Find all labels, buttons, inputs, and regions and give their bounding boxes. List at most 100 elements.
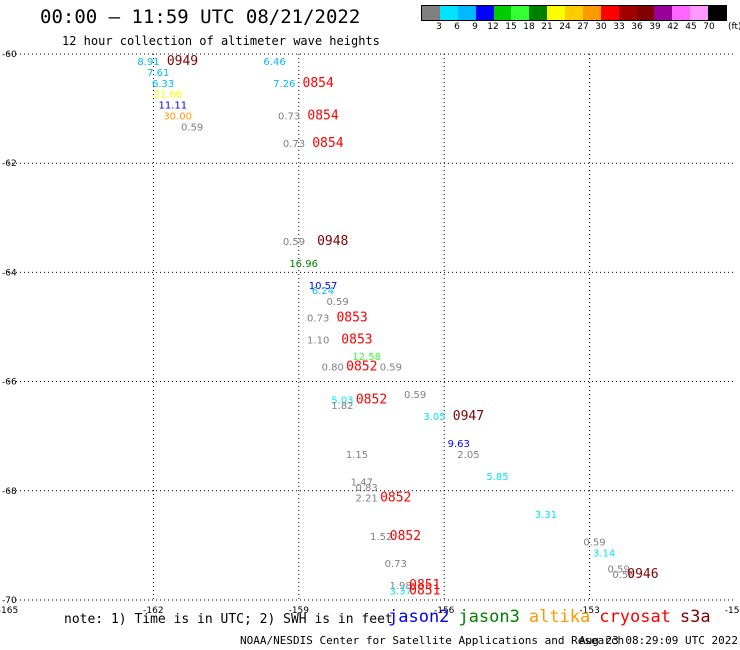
colorbar-swatch: [618, 6, 637, 20]
swh-point: 0.73: [278, 112, 300, 123]
swh-point: 2.05: [457, 450, 479, 461]
time-label: 0948: [317, 234, 348, 249]
swh-point: 0.59: [380, 363, 402, 374]
swh-point: 6.33: [152, 79, 174, 90]
colorbar-label: 12: [487, 22, 499, 32]
x-tick-label: -156: [434, 606, 455, 616]
swh-point: 1.47: [351, 477, 373, 488]
swh-point: 0.83: [356, 483, 378, 494]
colorbar-swatch: [565, 6, 583, 20]
grid-lines: [8, 53, 735, 601]
swh-point: 10.57: [309, 281, 338, 292]
colorbar-label: 45: [685, 22, 697, 32]
y-tick-label: -64: [2, 268, 17, 278]
colorbar-swatch: [422, 6, 440, 20]
colorbar-swatch: [547, 6, 565, 20]
swh-point: 2.21: [356, 494, 378, 505]
colorbar-labels: 3 6 9 12 15 18 21 24 27 30 33 36 39 42 45 70: [421, 22, 727, 34]
colorbar-label: 15: [505, 22, 517, 32]
time-label: 0851: [409, 578, 440, 593]
colorbar-swatch: [457, 6, 476, 20]
swh-point: 0.59: [608, 565, 630, 576]
swh-point: 0.80: [322, 363, 344, 374]
swh-point: 0.59: [283, 237, 305, 248]
colorbar-label: 24: [559, 22, 571, 32]
colorbar-swatch: [475, 6, 494, 20]
swh-point: 1.82: [331, 401, 353, 412]
colorbar-label: 33: [613, 22, 625, 32]
footer-credit: NOAA/NESDIS Center for Satellite Applica…: [240, 634, 625, 647]
chart-subtitle: 12 hour collection of altimeter wave hei…: [62, 34, 380, 48]
colorbar-swatch: [600, 6, 619, 20]
legend-s3a: s3a: [679, 607, 711, 627]
x-tick-labels: -165 -162 -159 -156 -153 -150: [0, 606, 740, 616]
time-label: 0854: [303, 76, 334, 91]
swh-point: 0.59: [612, 570, 634, 581]
y-tick-label: -70: [2, 596, 17, 606]
colorbar-swatch: [511, 6, 530, 20]
swh-point: 8.91: [137, 57, 159, 68]
swh-point: 12.58: [352, 352, 381, 363]
colorbar-swatch: [529, 6, 548, 20]
swh-point: 0.73: [307, 314, 329, 325]
colorbar-swatch: [636, 6, 655, 20]
colorbar-label: 30: [595, 22, 607, 32]
x-tick-label: -165: [0, 606, 18, 616]
swh-point: 1.15: [346, 450, 368, 461]
colorbar-swatch: [708, 6, 726, 20]
x-tick-label: -159: [289, 606, 310, 616]
colorbar-swatch: [690, 6, 708, 20]
time-label: 0949: [167, 54, 198, 69]
swh-point: 3.14: [593, 548, 615, 559]
time-label: 0852: [346, 360, 377, 375]
swh-point: 6.24: [312, 286, 334, 297]
swh-point: 11.11: [158, 101, 187, 112]
swh-point: 1.10: [307, 335, 329, 346]
x-tick-label: -153: [579, 606, 599, 616]
swh-point: 0.59: [404, 390, 426, 401]
time-label: 0947: [453, 409, 484, 424]
satellite-legend: jason2 jason3 altika cryosat s3a: [388, 607, 720, 627]
swh-point: 0.59: [181, 122, 203, 133]
time-label: 0854: [312, 136, 343, 151]
colorbar-swatch: [493, 6, 512, 20]
colorbar-swatch: [439, 6, 458, 20]
swh-point: 30.00: [163, 112, 192, 123]
colorbar: [421, 5, 727, 21]
data-points: 8.917.616.3321.6611.1130.000.596.467.260…: [137, 54, 658, 599]
colorbar-label: 9: [472, 22, 478, 32]
swh-point: 0.73: [385, 559, 407, 570]
time-label: 0854: [307, 109, 338, 124]
y-tick-label: -62: [2, 159, 17, 169]
colorbar-label: 6: [454, 22, 460, 32]
colorbar-swatch: [654, 6, 673, 20]
x-tick-label: -162: [143, 606, 163, 616]
swh-point: 5.03: [331, 395, 353, 406]
swh-point: 1.98: [389, 581, 411, 592]
chart-title: 00:00 – 11:59 UTC 08/21/2022: [40, 6, 361, 28]
colorbar-label: 3: [436, 22, 442, 32]
swh-point: 5.85: [486, 472, 508, 483]
time-label: 0853: [341, 332, 372, 347]
swh-point: 3.37: [389, 587, 411, 598]
x-tick-label: -150: [725, 606, 740, 616]
time-label: 0946: [627, 567, 658, 582]
colorbar-label: 39: [649, 22, 661, 32]
time-label: 0851: [409, 584, 440, 599]
colorbar-label: 70: [703, 22, 715, 32]
colorbar-label: 36: [631, 22, 643, 32]
time-label: 0852: [390, 529, 421, 544]
swh-point: 9.63: [448, 439, 470, 450]
swh-point: 3.31: [535, 510, 557, 521]
legend-jason2: jason2: [388, 607, 450, 627]
swh-point: 3.05: [423, 412, 445, 423]
time-label: 0853: [336, 311, 367, 326]
y-tick-label: -60: [2, 50, 17, 60]
legend-altika: altika: [528, 607, 591, 627]
colorbar-label: 21: [541, 22, 553, 32]
colorbar-label: 27: [577, 22, 589, 32]
y-tick-label: -68: [2, 487, 17, 497]
time-label: 0852: [356, 392, 387, 407]
swh-point: 16.96: [289, 259, 318, 270]
